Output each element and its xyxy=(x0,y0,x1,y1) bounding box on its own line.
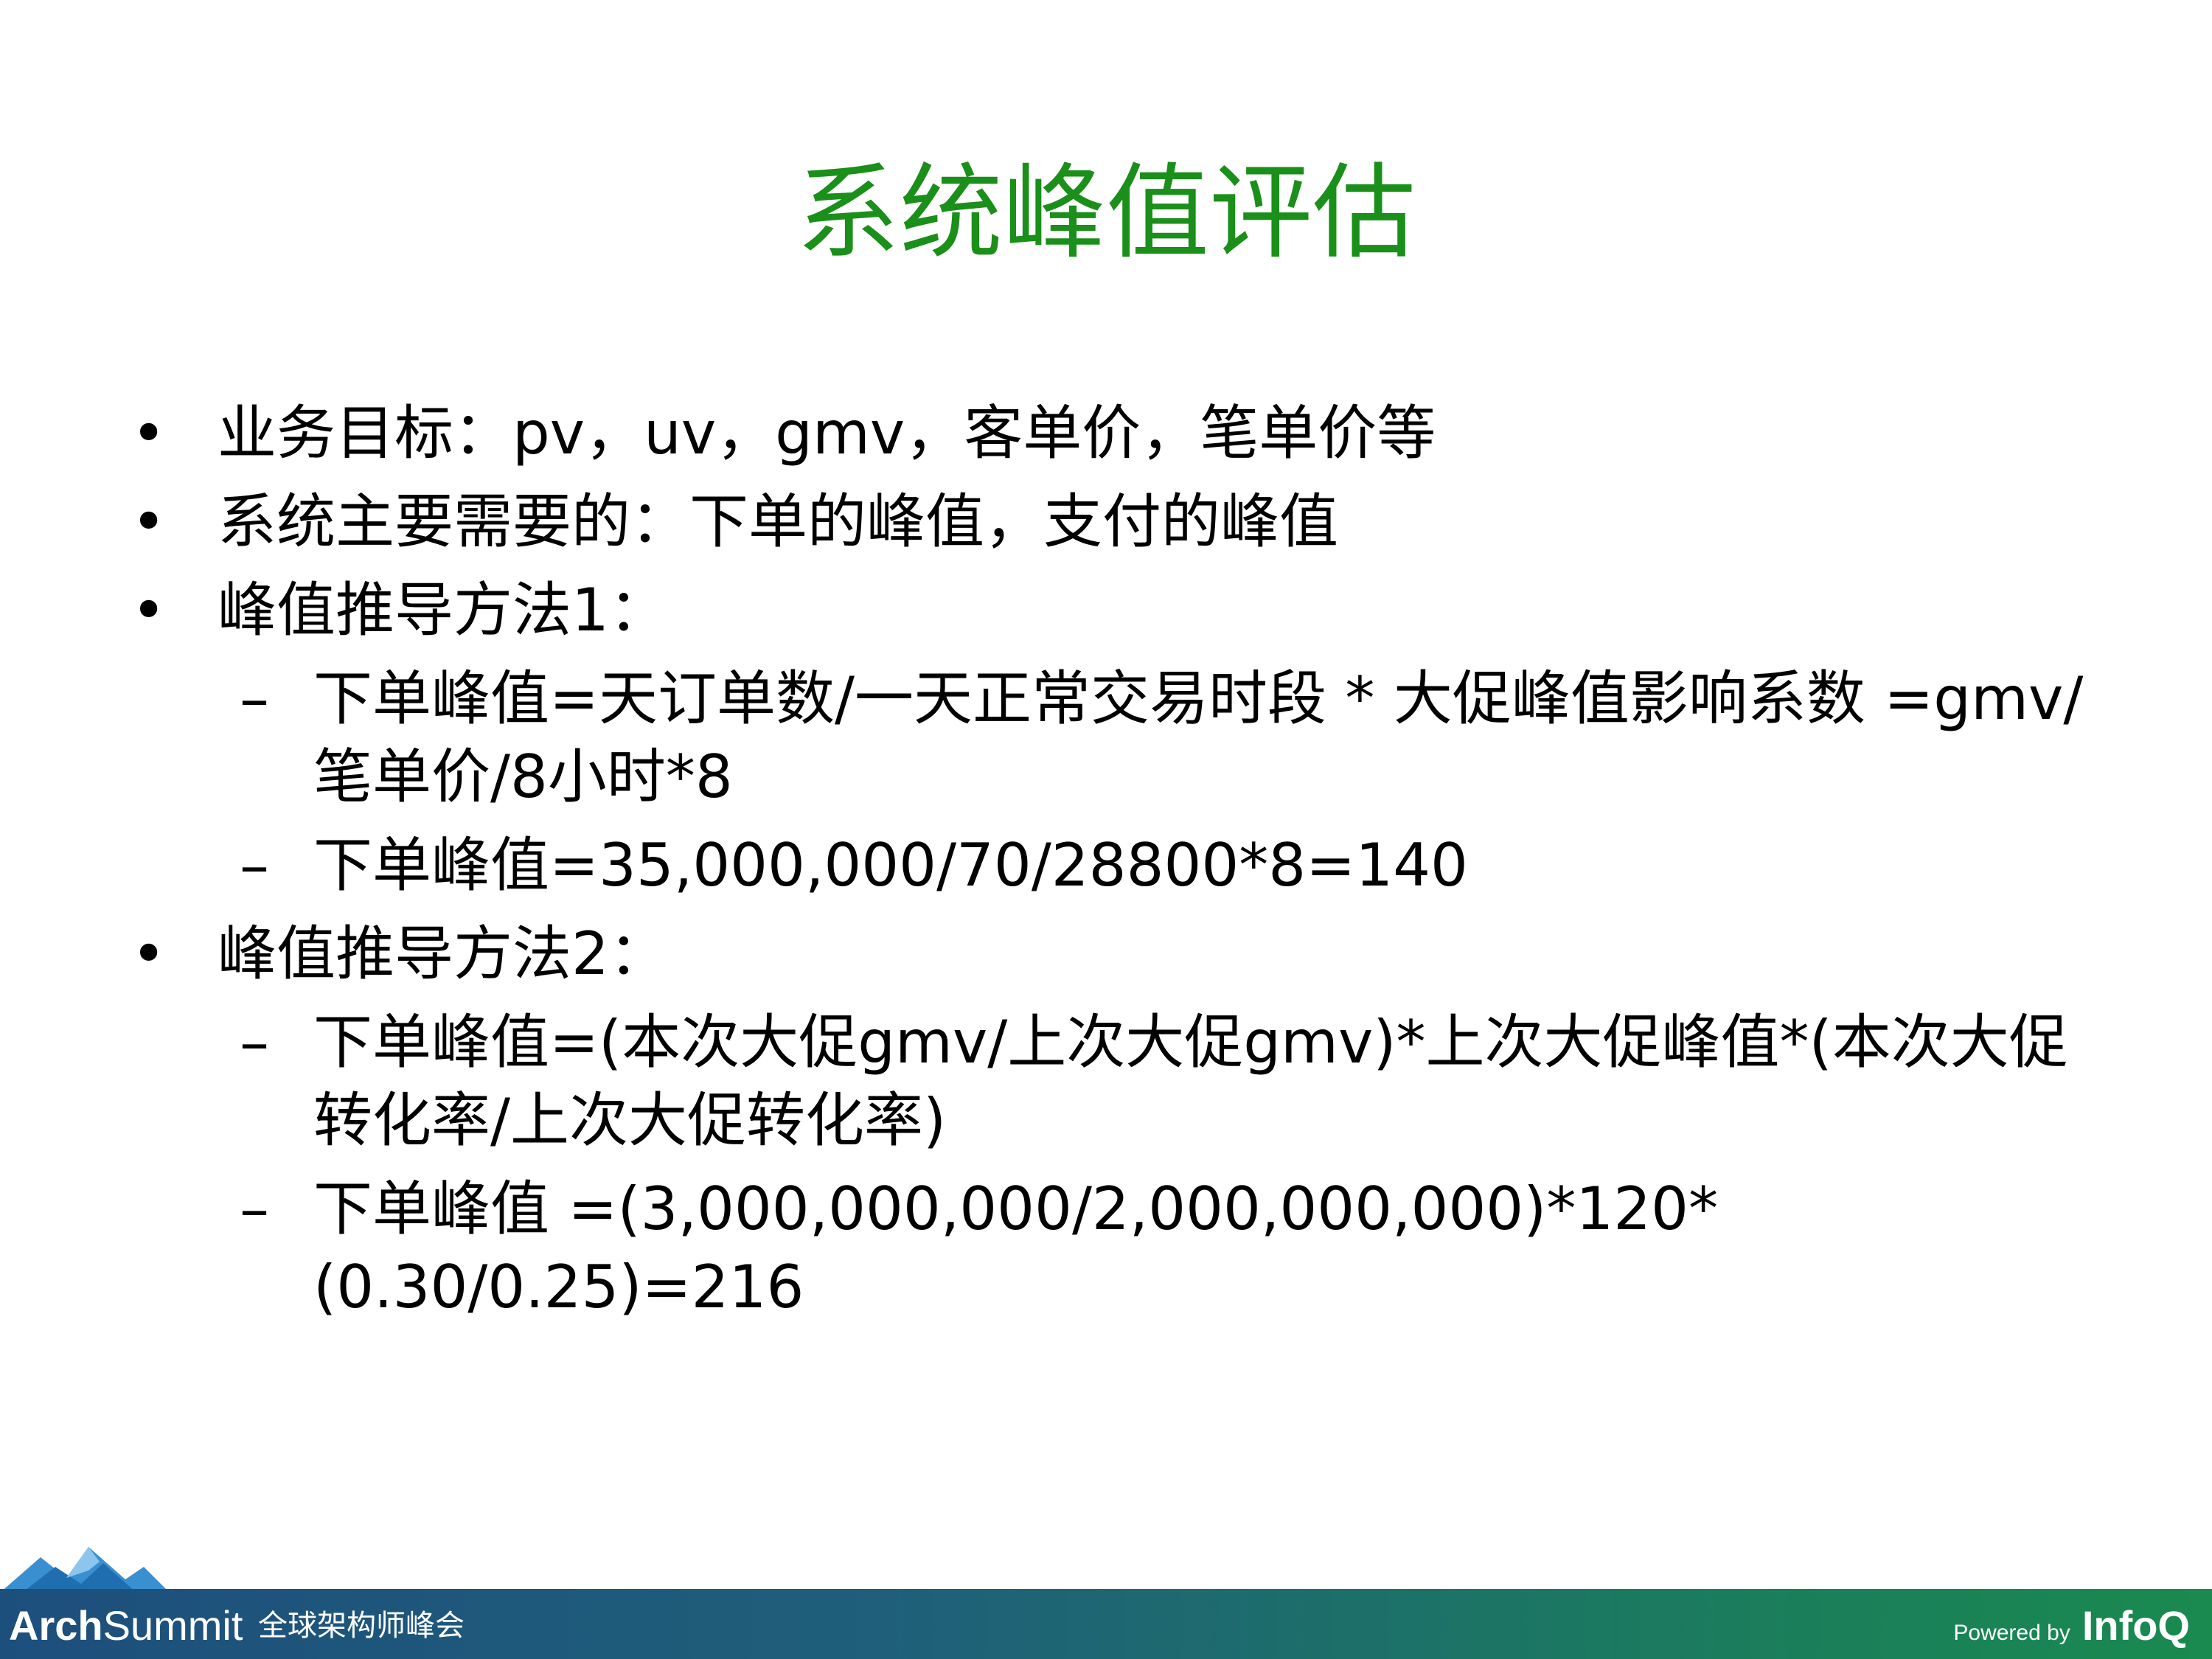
sub-bullet-item: – 下单峰值=35,000,000/70/28800*8=140 xyxy=(125,827,2087,905)
sub-bullet-marker: – xyxy=(240,1175,269,1243)
sub-bullet-marker: – xyxy=(240,664,269,733)
sub-bullet-text: 下单峰值 =(3,000,000,000/2,000,000,000)*120*… xyxy=(313,1175,1719,1321)
bullet-text: 系统主要需要的：下单的峰值，支付的峰值 xyxy=(218,487,1338,556)
sub-bullet-text: 下单峰值=天订单数/一天正常交易时段 * 大促峰值影响系数 =gmv/笔单价/8… xyxy=(313,664,2084,811)
bullet-item: • 峰值推导方法1： xyxy=(125,571,2087,650)
sub-bullet-item: – 下单峰值=天订单数/一天正常交易时段 * 大促峰值影响系数 =gmv/笔单价… xyxy=(125,660,2087,816)
bullet-item: • 系统主要需要的：下单的峰值，支付的峰值 xyxy=(125,483,2087,561)
brand-subtitle: 全球架构师峰会 xyxy=(258,1609,465,1643)
powered-by-label: Powered by xyxy=(1953,1621,2070,1645)
bullet-item: • 峰值推导方法2： xyxy=(125,915,2087,993)
sub-bullet-marker: – xyxy=(240,831,269,900)
bullet-list: • 业务目标：pv，uv，gmv，客单价，笔单价等 • 系统主要需要的：下单的峰… xyxy=(125,394,2087,1337)
bullet-marker: • xyxy=(131,487,167,556)
bullet-text: 峰值推导方法1： xyxy=(218,576,668,644)
archsummit-logo: ArchSummit xyxy=(9,1593,243,1659)
brand-rest: Summit xyxy=(102,1602,243,1649)
sub-bullet-item: – 下单峰值 =(3,000,000,000/2,000,000,000)*12… xyxy=(125,1170,2087,1326)
sub-bullet-text: 下单峰值=35,000,000/70/28800*8=140 xyxy=(313,831,1468,900)
infoq-logo: InfoQ xyxy=(2081,1602,2190,1649)
bullet-item: • 业务目标：pv，uv，gmv，客单价，笔单价等 xyxy=(125,394,2087,473)
brand-bold: Arch xyxy=(9,1602,103,1649)
bullet-marker: • xyxy=(131,919,167,988)
bullet-marker: • xyxy=(131,576,167,644)
sub-bullet-text: 下单峰值=(本次大促gmv/上次大促gmv)*上次大促峰值*(本次大促转化率/上… xyxy=(313,1008,2068,1155)
bullet-text: 业务目标：pv，uv，gmv，客单价，笔单价等 xyxy=(218,399,1436,467)
powered-by: Powered by InfoQ xyxy=(1953,1593,2190,1659)
sub-bullet-marker: – xyxy=(240,1008,269,1077)
slide-title: 系统峰值评估 xyxy=(796,153,1416,274)
bullet-marker: • xyxy=(131,399,167,467)
footer-bar xyxy=(0,1589,2212,1659)
archsummit-mountain-logo xyxy=(0,1547,170,1593)
bullet-text: 峰值推导方法2： xyxy=(218,919,668,988)
sub-bullet-item: – 下单峰值=(本次大促gmv/上次大促gmv)*上次大促峰值*(本次大促转化率… xyxy=(125,1004,2087,1160)
